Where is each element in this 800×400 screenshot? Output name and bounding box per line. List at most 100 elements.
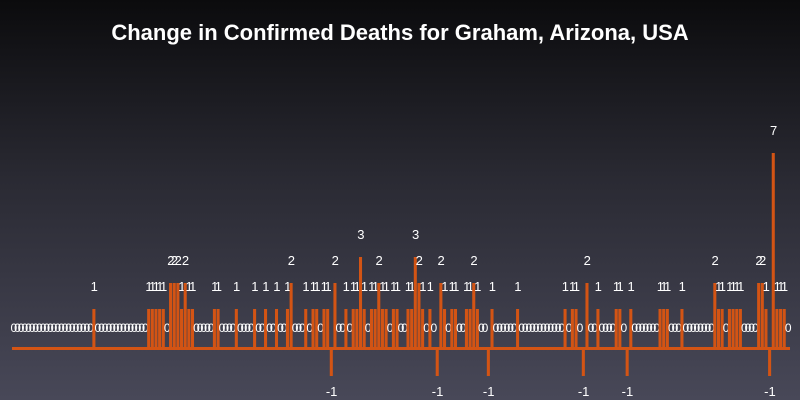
data-label: 0: [387, 321, 394, 335]
data-label: 0: [281, 321, 288, 335]
bar: [614, 309, 618, 347]
bar: [782, 309, 786, 347]
data-label: 1: [467, 279, 474, 294]
data-label: 2: [167, 253, 174, 268]
data-label: 0: [29, 321, 36, 335]
data-label: 0: [18, 321, 25, 335]
data-label: 0: [551, 321, 558, 335]
data-label: 0: [785, 321, 792, 335]
data-label: 0: [299, 321, 306, 335]
data-label: 0: [244, 321, 251, 335]
data-label: 0: [533, 321, 540, 335]
data-label: 0: [113, 321, 120, 335]
data-label: 0: [588, 321, 595, 335]
data-label: 0: [69, 321, 76, 335]
data-label: 1: [302, 279, 309, 294]
bar: [464, 309, 468, 347]
data-label: 0: [398, 321, 405, 335]
data-label: 1: [726, 279, 733, 294]
data-label: -1: [578, 384, 590, 399]
data-label: 2: [584, 253, 591, 268]
data-label: 0: [204, 321, 211, 335]
data-label: 0: [507, 321, 514, 335]
data-label: 0: [65, 321, 72, 335]
data-label: 2: [375, 253, 382, 268]
data-label: 0: [277, 321, 284, 335]
data-label: 0: [21, 321, 28, 335]
bar: [779, 309, 783, 347]
data-label: 0: [536, 321, 543, 335]
data-label: 0: [683, 321, 690, 335]
data-label: 1: [379, 279, 386, 294]
data-label: 0: [230, 321, 237, 335]
data-label: 1: [321, 279, 328, 294]
bar: [596, 309, 600, 347]
bar: [311, 309, 315, 347]
bar: [490, 309, 494, 347]
bar: [417, 283, 421, 347]
bar: [333, 283, 337, 347]
bar: [453, 309, 458, 347]
bar: [738, 309, 742, 347]
data-label: 0: [635, 321, 642, 335]
data-label: 0: [365, 321, 372, 335]
data-label: 0: [620, 321, 627, 335]
data-label: 0: [704, 321, 711, 335]
data-label: 2: [759, 253, 766, 268]
data-label: 0: [94, 321, 101, 335]
data-label: 1: [178, 279, 185, 294]
bar: [570, 309, 574, 347]
data-label: 1: [730, 279, 737, 294]
data-label: 0: [116, 321, 123, 335]
data-label: 1: [262, 279, 269, 294]
data-label: 0: [222, 321, 229, 335]
bar: [274, 309, 279, 347]
data-label: 0: [701, 321, 708, 335]
bar: [344, 309, 348, 347]
bar: [658, 309, 662, 347]
data-label: 0: [197, 321, 204, 335]
data-label: 1: [777, 279, 784, 294]
data-label: 1: [149, 279, 156, 294]
data-label: 0: [164, 321, 171, 335]
data-label: 1: [474, 279, 481, 294]
data-label: 0: [248, 321, 255, 335]
bar: [358, 257, 363, 347]
data-label: 0: [431, 321, 438, 335]
data-label: 0: [219, 321, 226, 335]
data-label: 0: [423, 321, 430, 335]
bar: [326, 309, 330, 347]
bar: [216, 309, 220, 347]
data-label: 0: [456, 321, 463, 335]
data-label: 1: [617, 279, 624, 294]
data-label: 0: [36, 321, 43, 335]
data-label: 0: [460, 321, 467, 335]
data-label: 0: [47, 321, 54, 335]
data-label: 1: [627, 279, 634, 294]
data-label: 2: [332, 253, 339, 268]
data-label: 1: [613, 279, 620, 294]
data-label: 0: [544, 321, 551, 335]
bar: [486, 347, 490, 376]
data-label: 1: [737, 279, 744, 294]
data-label: 0: [642, 321, 649, 335]
bar: [768, 347, 772, 376]
bar: [285, 309, 289, 347]
zero-baseline: [12, 347, 790, 350]
bar: [384, 309, 388, 347]
data-label: 0: [241, 321, 248, 335]
bar: [618, 309, 622, 347]
data-label: 0: [525, 321, 532, 335]
bar: [771, 153, 775, 347]
data-label: 1: [452, 279, 459, 294]
bar: [629, 309, 633, 347]
data-label: 0: [577, 321, 584, 335]
data-label: 0: [650, 321, 657, 335]
data-label: -1: [432, 384, 444, 399]
data-label: 2: [755, 253, 762, 268]
data-label: 0: [675, 321, 682, 335]
data-label: 3: [412, 227, 419, 242]
bar: [581, 347, 585, 376]
data-label: 0: [124, 321, 131, 335]
data-label: 0: [40, 321, 47, 335]
